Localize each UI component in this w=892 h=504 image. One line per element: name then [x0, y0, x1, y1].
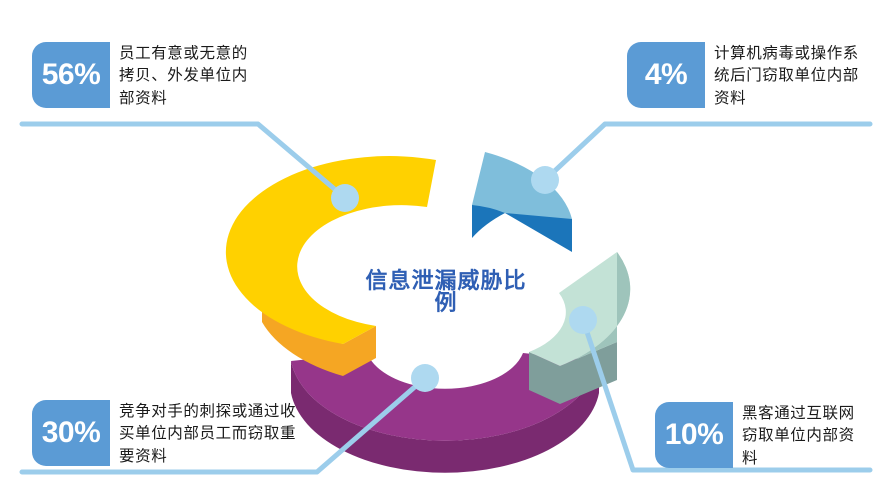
leader-line-employee-copy	[19, 121, 348, 201]
segment-competitor-bribe[interactable]	[291, 353, 599, 473]
percent-badge-employee-copy: 56%	[32, 42, 110, 108]
marker-dot-competitor-bribe[interactable]	[411, 364, 439, 392]
segment-employee-copy[interactable]	[225, 156, 436, 376]
marker-dot-hacker-internet[interactable]	[569, 306, 597, 334]
percent-badge-competitor-bribe: 30%	[32, 400, 110, 466]
leader-line-hacker-internet	[580, 317, 873, 473]
callout-description-competitor-bribe: 竞争对手的刺探或通过收 买单位内部员工而窃取重 要资料	[119, 403, 297, 465]
callout-description-employee-copy: 员工有意或无意的 拷贝、外发单位内 部资料	[119, 45, 248, 107]
callout-employee-copy[interactable]: 56% 员工有意或无意的 拷贝、外发单位内 部资料	[32, 42, 248, 110]
leader-line-virus-backdoor	[542, 121, 873, 183]
callout-hacker-internet[interactable]: 10% 黑客通过互联网 窃取单位内部资 料	[655, 402, 855, 470]
callout-description-hacker-internet: 黑客通过互联网 窃取单位内部资 料	[742, 405, 855, 467]
percent-badge-hacker-internet: 10%	[655, 402, 733, 468]
segment-virus-backdoor-top	[472, 152, 572, 219]
segment-competitor-bribe-top	[291, 353, 599, 441]
marker-dot-virus-backdoor[interactable]	[531, 166, 559, 194]
callout-description-virus-backdoor: 计算机病毒或操作系 统后门窃取单位内部 资料	[714, 45, 859, 107]
chart-center-title: 信息泄漏威胁比例	[365, 268, 527, 315]
marker-dot-employee-copy[interactable]	[331, 184, 359, 212]
segment-employee-copy-top	[225, 156, 436, 344]
leader-line-competitor-bribe	[19, 375, 428, 475]
segment-hacker-internet-side2	[560, 252, 631, 366]
segment-virus-backdoor[interactable]	[472, 152, 572, 252]
segment-employee-copy-side-right	[343, 326, 376, 376]
percent-badge-virus-backdoor: 4%	[627, 42, 705, 108]
segment-competitor-bribe-side	[291, 361, 599, 473]
callout-competitor-bribe[interactable]: 30% 竞争对手的刺探或通过收 买单位内部员工而窃取重 要资料	[32, 400, 296, 468]
callout-virus-backdoor[interactable]: 4% 计算机病毒或操作系 统后门窃取单位内部 资料	[627, 42, 859, 110]
